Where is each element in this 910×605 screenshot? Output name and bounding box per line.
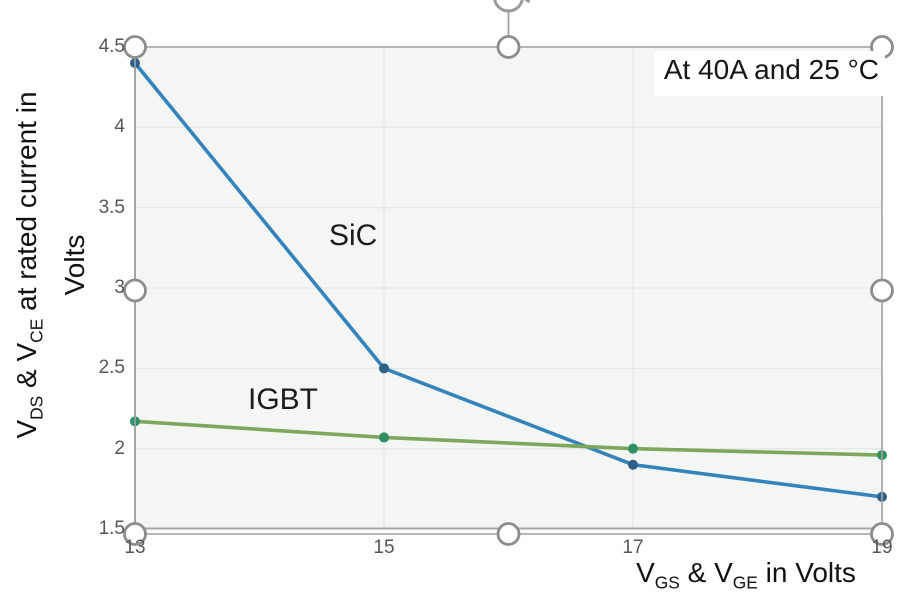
selection-handle-top-center[interactable] <box>496 35 521 59</box>
sic-point-17[interactable] <box>628 459 638 470</box>
y-tick-4: 4 <box>114 116 125 138</box>
y-tick-1.5: 1.5 <box>98 518 125 539</box>
series-label-sic[interactable]: SiC <box>329 219 378 252</box>
sic-point-15[interactable] <box>379 363 389 374</box>
igbt-point-17[interactable] <box>628 443 638 454</box>
x-tick-19: 19 <box>871 537 893 558</box>
igbt-line[interactable] <box>133 419 884 457</box>
x-tick-13: 13 <box>124 537 146 558</box>
y-tick-4.5: 4.5 <box>98 36 125 57</box>
series-label-igbt[interactable]: IGBT <box>248 383 319 416</box>
selection-handle-middle-right[interactable] <box>870 278 894 303</box>
selection-handle-bottom-left[interactable] <box>123 522 147 546</box>
y-tick-3: 3 <box>114 277 125 298</box>
selection-handle-middle-left[interactable] <box>123 278 147 303</box>
y-tick-2: 2 <box>114 437 125 459</box>
x-tick-17: 17 <box>622 537 644 558</box>
igbt-point-15[interactable] <box>379 432 389 443</box>
selection-handle-top-left[interactable] <box>123 35 147 59</box>
y-axis-title[interactable]: VDS & VCE at rated current in Volts <box>8 15 90 515</box>
selection-handle-bottom-right[interactable] <box>870 522 894 546</box>
rotate-icon[interactable] <box>493 0 524 13</box>
annotation-conditions[interactable]: At 40A and 25 °C <box>653 51 885 96</box>
x-axis-title[interactable]: VGS & VGE in Volts <box>636 557 856 593</box>
y-axis-title-line2: Volts <box>58 234 90 296</box>
x-tick-15: 15 <box>373 537 395 558</box>
y-axis-title-line1: VDS & VCE at rated current in <box>11 91 47 439</box>
sic-line[interactable] <box>133 61 884 499</box>
y-tick-3.5: 3.5 <box>98 196 125 218</box>
selection-handle-bottom-center[interactable] <box>496 522 521 546</box>
rotate-icon-arrowhead <box>524 0 531 4</box>
y-tick-2.5: 2.5 <box>98 357 125 379</box>
